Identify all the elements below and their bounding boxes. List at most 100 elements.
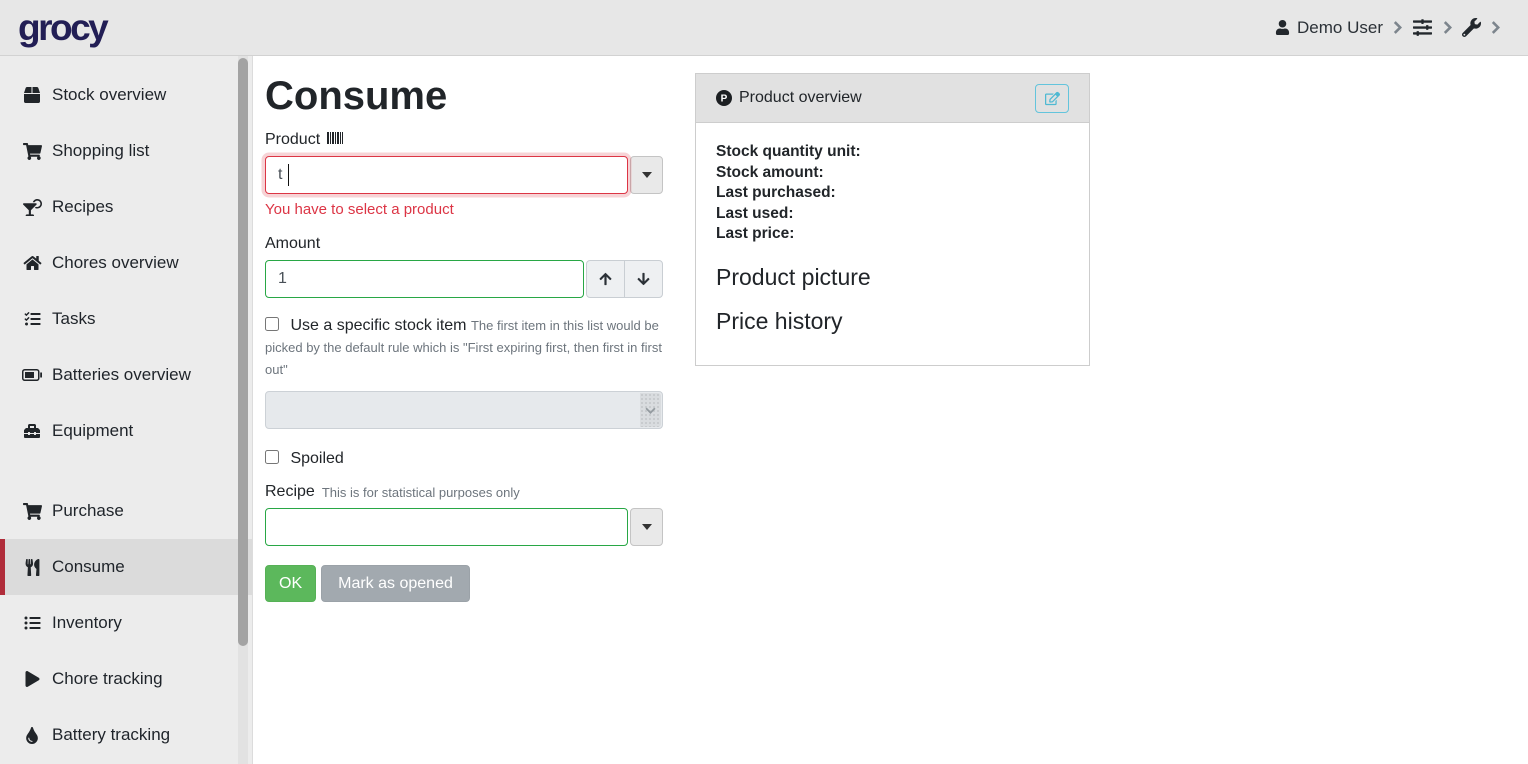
last-price-label: Last price: [716, 225, 795, 242]
product-input[interactable] [265, 156, 628, 194]
list-icon [20, 615, 44, 631]
last-used-label: Last used: [716, 204, 794, 222]
shopping-cart-icon [20, 142, 44, 160]
admin-wrench-button[interactable] [1462, 18, 1481, 37]
stock-quantity-unit-label: Stock quantity unit: [716, 143, 861, 160]
recipe-input-group [265, 508, 663, 546]
product-label: Product [265, 131, 321, 148]
specific-stock-item-label: Use a specific stock item [290, 317, 467, 334]
sidebar-item-label: Equipment [52, 421, 134, 440]
sidebar-item-label: Batteries overview [52, 365, 191, 384]
sidebar-item-label: Purchase [52, 501, 124, 520]
sidebar-item-chores-overview[interactable]: Chores overview [0, 235, 252, 291]
sidebar-item-label: Chore tracking [52, 669, 163, 688]
main-content: Consume Product You have to select a pro… [253, 56, 1528, 620]
specific-stock-item-row: Use a specific stock item The first item… [265, 315, 663, 381]
sidebar-item-batteries-overview[interactable]: Batteries overview [0, 347, 252, 403]
specific-stock-item-checkbox[interactable] [265, 317, 279, 331]
recipe-hint: This is for statistical purposes only [321, 484, 520, 500]
user-menu[interactable]: Demo User [1275, 18, 1383, 38]
sidebar-group-divider [0, 459, 252, 483]
user-name: Demo User [1297, 17, 1383, 37]
product-overview-header: P Product overview [696, 74, 1089, 123]
sidebar-item-label: Inventory [52, 613, 122, 632]
sidebar-item-consume[interactable]: Consume [0, 539, 252, 595]
spoiled-row: Spoiled [265, 448, 663, 470]
last-purchased-label: Last purchased: [716, 184, 836, 201]
sidebar-item-chore-tracking[interactable]: Chore tracking [0, 651, 252, 707]
text-cursor [288, 164, 289, 186]
sidebar-scrollbar-thumb[interactable] [238, 58, 248, 646]
utensils-icon [20, 558, 44, 576]
sidebar-item-recipes[interactable]: Recipes [0, 179, 252, 235]
cocktail-icon [20, 198, 44, 216]
amount-input[interactable] [265, 260, 584, 298]
amount-decrease-button[interactable] [624, 260, 663, 298]
sidebar-item-battery-tracking[interactable]: Battery tracking [0, 707, 252, 763]
ok-button[interactable]: OK [265, 565, 317, 602]
sidebar-item-label: Consume [52, 557, 125, 576]
recipe-input[interactable] [265, 508, 628, 546]
arrow-down-icon [637, 272, 650, 286]
caret-down-icon [641, 524, 652, 530]
product-picture-heading: Product picture [716, 263, 871, 290]
amount-increase-button[interactable] [586, 260, 625, 298]
select-chevron-strip [640, 393, 661, 427]
shopping-cart-icon [20, 502, 44, 520]
price-history-heading: Price history [716, 307, 843, 334]
recipe-dropdown-button[interactable] [630, 508, 663, 546]
edit-product-button[interactable] [1035, 83, 1069, 113]
play-icon [20, 671, 44, 687]
consume-form: Consume Product You have to select a pro… [265, 74, 663, 602]
product-overview-card: P Product overview Stock quantity unit: … [695, 73, 1090, 366]
stock-amount-label: Stock amount: [716, 163, 824, 181]
sidebar-item-tasks[interactable]: Tasks [0, 291, 252, 347]
amount-label: Amount [265, 235, 321, 252]
stock-item-select[interactable] [265, 391, 663, 429]
product-circle-icon: P [716, 90, 732, 106]
sidebar-item-stock-overview[interactable]: Stock overview [0, 67, 252, 123]
sidebar-item-purchase[interactable]: Purchase [0, 483, 252, 539]
grocy-logo[interactable]: grocy [18, 7, 109, 48]
barcode-icon [327, 131, 344, 149]
svg-text:P: P [721, 94, 728, 105]
product-error-message: You have to select a product [265, 201, 454, 218]
amount-input-group [265, 260, 663, 298]
settings-sliders-button[interactable] [1412, 18, 1433, 37]
top-navbar: grocy Demo User [0, 0, 1528, 56]
product-label-row: Product [265, 131, 663, 149]
spoiled-label: Spoiled [290, 450, 344, 467]
product-overview-title: Product overview [739, 89, 862, 106]
spoiled-checkbox[interactable] [265, 450, 279, 464]
recipe-label-row: Recipe This is for statistical purposes … [265, 483, 663, 501]
product-overview-body: Stock quantity unit: Stock amount: Last … [696, 123, 1089, 365]
box-icon [20, 87, 44, 103]
sidebar-item-label: Battery tracking [52, 725, 171, 744]
battery-icon [20, 369, 44, 381]
chevron-down-icon [645, 407, 656, 414]
product-dropdown-button[interactable] [630, 156, 663, 194]
mark-as-opened-button[interactable]: Mark as opened [321, 565, 470, 602]
chevron-right-icon [1491, 21, 1500, 34]
sidebar: Stock overview Shopping list Recipes Cho… [0, 56, 253, 764]
specific-stock-item-hint: The first item in this list would be pic… [265, 318, 662, 377]
chevron-right-icon [1393, 21, 1402, 34]
toolbox-icon [20, 423, 44, 439]
sidebar-item-shopping-list[interactable]: Shopping list [0, 123, 252, 179]
product-input-group [265, 156, 663, 194]
caret-down-icon [641, 172, 652, 178]
arrow-up-icon [599, 272, 612, 286]
sidebar-item-equipment[interactable]: Equipment [0, 403, 252, 459]
edit-icon [1044, 91, 1060, 105]
sidebar-item-label: Tasks [52, 309, 96, 328]
droplet-icon [20, 726, 44, 744]
sidebar-item-label: Chores overview [52, 253, 179, 272]
home-icon [20, 255, 44, 271]
sidebar-item-label: Stock overview [52, 85, 167, 104]
sidebar-item-label: Recipes [52, 197, 114, 216]
page-title: Consume [265, 74, 448, 118]
sidebar-scrollbar-track[interactable] [238, 56, 248, 764]
sidebar-item-label: Shopping list [52, 141, 150, 160]
recipe-label: Recipe [265, 483, 315, 500]
sidebar-item-inventory[interactable]: Inventory [0, 595, 252, 651]
